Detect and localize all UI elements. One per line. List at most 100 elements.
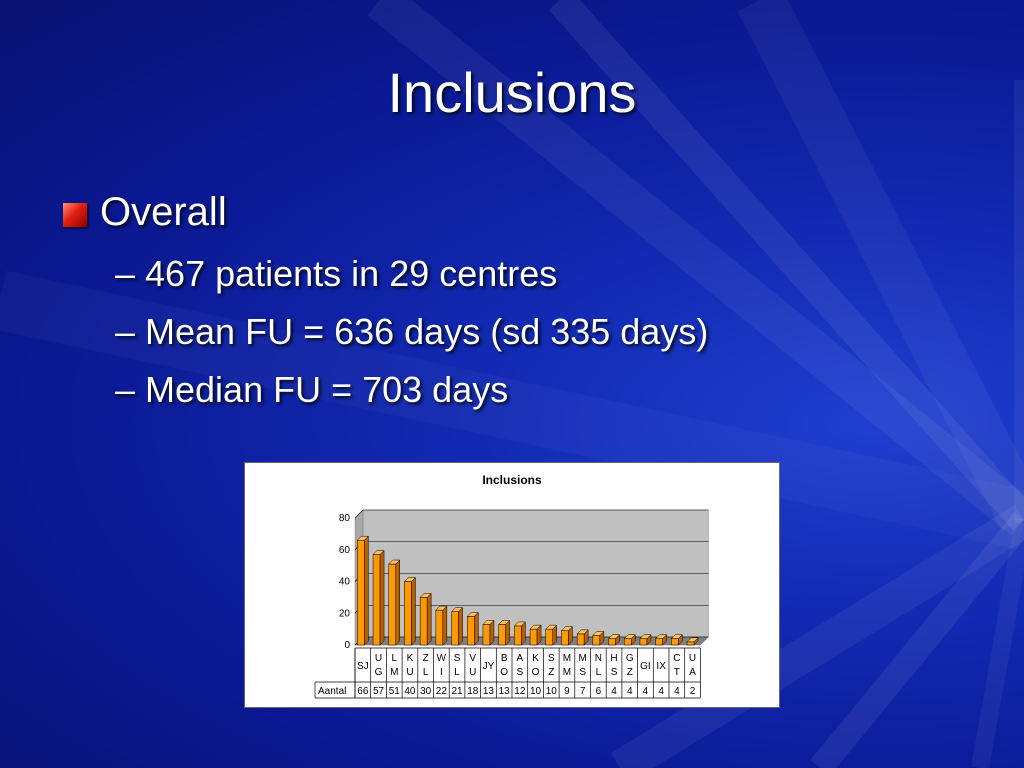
value-label: 10 (546, 686, 558, 697)
bar (592, 635, 601, 646)
bar-top (356, 535, 369, 541)
value-label: 4 (611, 686, 617, 697)
bar-top (372, 550, 385, 555)
bar-top (403, 577, 417, 582)
category-label: K (407, 653, 414, 664)
bar-top (623, 634, 636, 639)
category-label: U (689, 653, 696, 664)
value-label: 9 (564, 686, 570, 697)
category-label: N (595, 653, 602, 664)
bar (561, 630, 569, 646)
bar-top (529, 624, 542, 630)
value-label: 40 (404, 686, 416, 697)
category-label: GI (640, 661, 651, 672)
y-tick-label: 80 (339, 513, 351, 524)
value-label: 10 (530, 686, 542, 697)
slide-title: Inclusions (387, 61, 637, 124)
bar-top (419, 593, 432, 598)
category-label: M (563, 653, 571, 664)
bar-top (450, 607, 464, 612)
bar-top (560, 626, 574, 631)
bar (655, 638, 663, 646)
value-label: 18 (467, 686, 479, 697)
bar-top (655, 634, 668, 639)
bar-top (639, 634, 652, 639)
value-label: 7 (580, 686, 586, 697)
bar-top (482, 620, 495, 625)
value-label: 2 (690, 686, 696, 697)
category-label: G (626, 653, 634, 664)
gridline (354, 509, 709, 519)
bar (498, 624, 506, 646)
bar (576, 633, 585, 646)
bar (686, 641, 695, 646)
y-tick-label: 60 (339, 545, 351, 556)
value-label: 66 (357, 686, 369, 697)
inclusions-chart: Inclusions 0 20 40 60 80 Aantal SJ 66 U G 57 L M 51 K U 4… (244, 462, 780, 708)
chart-title: Inclusions (482, 473, 542, 487)
y-tick-label: 40 (339, 577, 351, 588)
category-label: S (548, 653, 555, 664)
category-label: S (454, 653, 461, 664)
value-label: 4 (658, 686, 664, 697)
bar (608, 638, 616, 646)
category-label: M (563, 667, 571, 678)
value-label: 51 (389, 686, 401, 697)
bar-side (426, 592, 432, 646)
bar (639, 638, 648, 646)
table-series-label: Aantal (318, 686, 346, 697)
category-label: U (375, 653, 382, 664)
category-label: L (454, 667, 460, 678)
sub-bullet-median-fu: – Median FU = 703 days (115, 369, 509, 410)
value-label: 13 (483, 686, 495, 697)
category-label: G (375, 667, 383, 678)
bar-top (592, 631, 605, 636)
bar-top (670, 634, 683, 639)
bar (529, 628, 538, 646)
bar-side (379, 549, 385, 646)
sub-bullet-patients: – 467 patients in 29 centres (115, 253, 558, 294)
bar-side (442, 605, 448, 646)
value-label: 30 (420, 686, 432, 697)
bar (514, 625, 522, 646)
bar-side (458, 607, 463, 646)
bar (671, 638, 679, 646)
category-label: S (517, 667, 524, 678)
category-label: O (532, 667, 540, 678)
category-label: W (437, 653, 447, 664)
bar (419, 597, 428, 646)
bar-side (411, 576, 416, 646)
category-label: M (578, 653, 586, 664)
bar-top (388, 559, 401, 565)
value-label: 13 (499, 686, 511, 697)
bar-top (513, 621, 526, 627)
bar (624, 638, 632, 646)
bar (467, 616, 475, 646)
category-label: I (440, 667, 443, 678)
category-label: Z (423, 653, 429, 664)
category-label: S (611, 667, 618, 678)
category-label: M (390, 667, 398, 678)
bar-side (364, 535, 369, 646)
value-label: 57 (373, 686, 385, 697)
sub-bullet-mean-fu: – Mean FU = 636 days (sd 335 days) (115, 311, 709, 352)
value-label: 21 (451, 686, 463, 697)
category-label: JY (483, 661, 495, 672)
y-tick-label: 20 (339, 608, 351, 619)
category-label: T (674, 667, 680, 678)
category-label: A (689, 667, 696, 678)
value-label: 4 (674, 686, 680, 697)
bar (482, 624, 491, 646)
category-label: IX (656, 661, 666, 672)
category-label: Z (627, 667, 633, 678)
category-label: O (500, 667, 508, 678)
bar (451, 611, 459, 646)
bar (372, 554, 381, 646)
bar-side (395, 559, 400, 646)
category-label: L (596, 667, 602, 678)
bar-top (466, 612, 479, 617)
category-label: Z (548, 667, 554, 678)
value-label: 4 (643, 686, 649, 697)
bar-top (686, 637, 699, 643)
bar-side (474, 611, 479, 646)
